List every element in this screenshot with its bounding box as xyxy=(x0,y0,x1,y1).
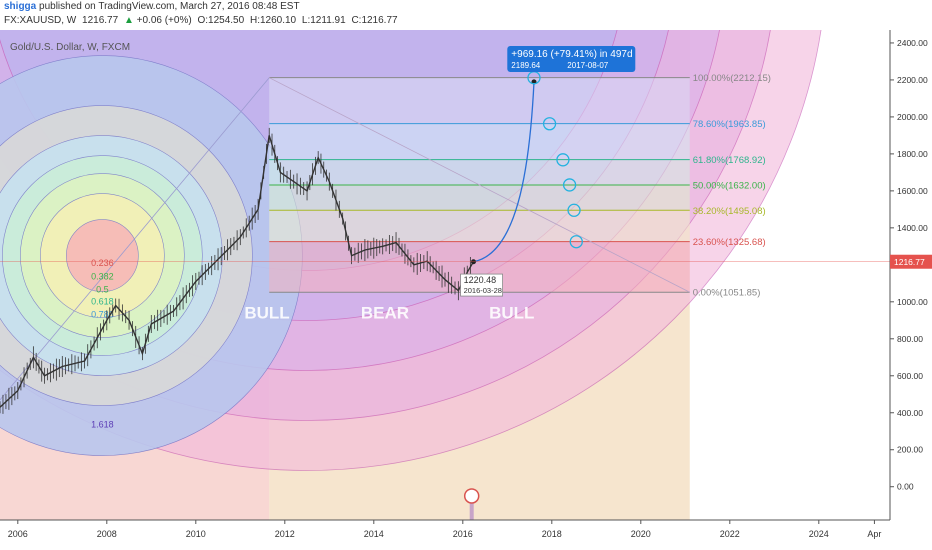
x-tick-label: Apr xyxy=(867,529,881,539)
y-tick-label: 2400.00 xyxy=(897,38,928,48)
y-tick-label: 1600.00 xyxy=(897,186,928,196)
marker-value: 1220.48 xyxy=(464,275,497,285)
fib-circle-label-2: 0.5 xyxy=(96,285,109,295)
high-value: H:1260.10 xyxy=(249,15,297,26)
fib-circle-label-5: 1.618 xyxy=(91,420,114,430)
trend-line-down xyxy=(269,77,690,293)
last-price-tag xyxy=(890,254,932,269)
price-change: +0.06 (+0%) xyxy=(136,15,192,26)
symbol-name[interactable]: FX:XAUUSD, W xyxy=(4,15,77,26)
fib-level-label-5: 23.60%(1325.68) xyxy=(693,237,766,248)
fib-circle-label-4: 0.786 xyxy=(91,310,114,320)
path-circle-4 xyxy=(567,203,581,217)
fib-level-label-0: 100.00%(2212.15) xyxy=(693,73,771,84)
callout-box xyxy=(507,46,636,72)
y-tick-label: 2200.00 xyxy=(897,75,928,85)
phase-label-1: BEAR xyxy=(361,303,409,322)
y-tick-label: 1400.00 xyxy=(897,223,928,233)
y-tick-label: 0.00 xyxy=(897,482,914,492)
phase-label-0: BULL xyxy=(244,303,289,322)
y-tick-label: 1800.00 xyxy=(897,149,928,159)
x-tick-label: 2016 xyxy=(453,529,473,539)
x-tick-label: 2008 xyxy=(97,529,117,539)
marker-box xyxy=(460,273,503,297)
low-value: L:1211.91 xyxy=(301,15,346,26)
last-price-tag-label: 1216.77 xyxy=(894,257,925,267)
fib-level-label-2: 61.80%(1768.92) xyxy=(693,155,766,166)
fib-band-4 xyxy=(269,210,690,242)
event-flag-icon xyxy=(463,488,480,504)
fib-level-label-4: 38.20%(1495.08) xyxy=(693,206,766,217)
callout-line2-value: 2189.64 xyxy=(511,61,540,70)
trend-line-up xyxy=(0,77,270,401)
path-circle-5 xyxy=(569,235,583,249)
x-tick-label: 2022 xyxy=(720,529,740,539)
path-circle-2 xyxy=(556,153,570,167)
price-axis-bg xyxy=(890,30,932,520)
x-tick-label: 2018 xyxy=(542,529,562,539)
fib-level-label-6: 0.00%(1051.85) xyxy=(693,288,761,299)
open-value: O:1254.50 xyxy=(197,15,245,26)
y-tick-label: 200.00 xyxy=(897,445,923,455)
x-tick-label: 2014 xyxy=(364,529,384,539)
fib-circle-6 xyxy=(66,219,139,292)
y-tick-label: 1000.00 xyxy=(897,297,928,307)
publish-header: shigga published on TradingView.com, Mar… xyxy=(0,0,932,14)
fib-band-2 xyxy=(269,159,690,185)
x-tick-label: 2020 xyxy=(631,529,651,539)
fib-level-label-1: 78.60%(1963.85) xyxy=(693,119,766,130)
path-circle-3 xyxy=(562,178,577,192)
y-tick-label: 800.00 xyxy=(897,334,923,344)
y-tick-label: 600.00 xyxy=(897,371,923,381)
path-circle-1 xyxy=(542,117,557,131)
marker-date: 2016-03-28 xyxy=(464,286,502,295)
fib-band-1 xyxy=(269,123,690,160)
close-value: C:1216.77 xyxy=(351,15,398,26)
y-tick-label: 400.00 xyxy=(897,408,923,418)
fib-circle-label-0: 0.236 xyxy=(91,258,114,268)
x-tick-label: 2024 xyxy=(809,529,829,539)
callout-line1: +969.16 (+79.41%) in 497d xyxy=(511,49,632,60)
y-tick-label: 2000.00 xyxy=(897,112,928,122)
x-tick-label: 2010 xyxy=(186,529,206,539)
published-text: published on TradingView.com, March 27, … xyxy=(39,1,300,12)
callout-line2-date: 2017-08-07 xyxy=(567,61,608,70)
last-price: 1216.77 xyxy=(82,15,119,26)
chart-title: Gold/U.S. Dollar, W, FXCM xyxy=(10,42,130,53)
symbol-bar: FX:XAUUSD, W 1216.77 ▲ +0.06 (+0%) O:125… xyxy=(0,14,932,28)
x-tick-label: 2006 xyxy=(8,529,28,539)
author-link[interactable]: shigga xyxy=(4,1,37,12)
fib-band-0 xyxy=(269,77,690,124)
change-arrow-icon: ▲ xyxy=(123,15,134,26)
fib-circle-label-3: 0.618 xyxy=(91,297,114,307)
fib-level-label-3: 50.00%(1632.00) xyxy=(693,180,766,191)
projection-line xyxy=(473,81,535,263)
phase-label-2: BULL xyxy=(489,303,534,322)
fib-circle-label-1: 0.382 xyxy=(91,272,114,282)
x-tick-label: 2012 xyxy=(275,529,295,539)
